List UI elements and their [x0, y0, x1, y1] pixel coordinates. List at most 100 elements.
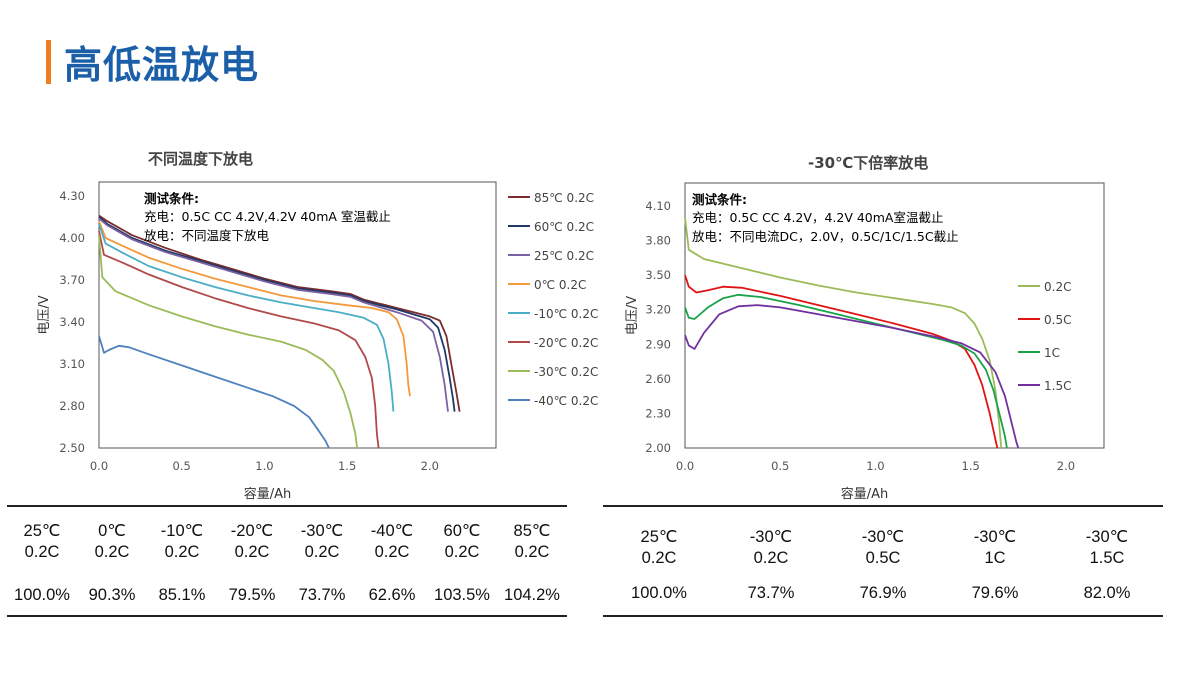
chart1-series-line [98, 230, 380, 449]
chart2-y-tick-label: 3.20 [645, 303, 671, 317]
table1-temp-cell: -10℃ [160, 522, 204, 540]
table1-rate-cell: 0.2C [374, 543, 410, 561]
table1-temp-cell: 0℃ [98, 522, 126, 540]
chart1-x-axis-label: 容量/Ah [244, 486, 292, 502]
chart1-note-line: 充电：0.5C CC 4.2V,4.2V 40mA 室温截止 [144, 209, 391, 224]
chart1-series-line [98, 223, 395, 412]
chart2-x-tick-label: 0.5 [771, 459, 789, 473]
table2-value-cell: 73.7% [747, 584, 795, 602]
table2-temp-row: 25℃ -30℃ -30℃ -30℃ -30℃ [603, 527, 1163, 547]
chart2-note-title: 测试条件: [692, 192, 747, 207]
chart2-x-axis-label: 容量/Ah [841, 486, 889, 502]
chart2-note-line: 充电：0.5C CC 4.2V，4.2V 40mA室温截止 [692, 210, 943, 225]
chart2-x-tick-label: 0.0 [676, 459, 694, 473]
chart1-x-tick-label: 1.0 [255, 459, 273, 473]
chart1-title: 不同温度下放电 [148, 150, 254, 168]
table1-value-cell: 100.0% [14, 586, 70, 604]
chart1-y-tick-label: 4.00 [59, 231, 85, 245]
chart2-series-line [684, 217, 1003, 449]
chart2-series-line [684, 293, 1008, 449]
table1-rate-cell: 0.2C [514, 543, 550, 561]
table2-value-cell: 100.0% [631, 584, 687, 602]
chart1-legend-label: -30℃ 0.2C [534, 365, 598, 379]
chart1-series-line [98, 235, 358, 449]
table1-value-cell: 90.3% [88, 586, 136, 604]
table1-value-cell: 73.7% [298, 586, 346, 604]
chart2-y-tick-label: 2.60 [645, 372, 671, 386]
table1-value-cell: 62.6% [368, 586, 416, 604]
table2-temp-cell: -30℃ [973, 528, 1017, 546]
table2-value-cell: 82.0% [1083, 584, 1131, 602]
table2-temp-cell: -30℃ [749, 528, 793, 546]
chart2-title: -30℃下倍率放电 [808, 154, 929, 172]
table1-temp-cell: -40℃ [370, 522, 414, 540]
page-title: 高低温放电 [64, 43, 260, 87]
chart2-series-line [684, 304, 1020, 449]
chart2-note-line: 放电：不同电流DC，2.0V，0.5C/1C/1.5C截止 [692, 229, 959, 244]
table1-temp-cell: -20℃ [230, 522, 274, 540]
chart1-legend-label: 85℃ 0.2C [534, 191, 594, 205]
table1-rate-cell: 0.2C [24, 543, 60, 561]
table1-value-cell: 79.5% [228, 586, 276, 604]
chart1-series-line [98, 335, 330, 449]
chart1-legend-label: -40℃ 0.2C [534, 394, 598, 408]
chart2-legend-label: 1.5C [1044, 379, 1071, 393]
chart1-legend-label: 60℃ 0.2C [534, 220, 594, 234]
table2-value-cell: 79.6% [971, 584, 1019, 602]
table1-value-row: 100.0% 90.3% 85.1% 79.5% 73.7% 62.6% 103.5% 104… [7, 586, 567, 605]
table1-temp-cell: 85℃ [513, 522, 551, 540]
rate-capacity-table: 25℃ -30℃ -30℃ -30℃ -30℃ 0.2C 0.2C 0.5C 1C 1.5C 1… [603, 505, 1163, 617]
chart1-legend-label: 25℃ 0.2C [534, 249, 594, 263]
chart2-legend-label: 1C [1044, 346, 1060, 360]
table2-rate-cell: 1.5C [1089, 549, 1125, 567]
table1-value-cell: 104.2% [504, 586, 560, 604]
chart2-y-axis-label: 电压/V [625, 296, 640, 335]
temperature-capacity-table: 25℃ 0℃ -10℃ -20℃ -30℃ -40℃ 60℃ 85℃ 0.2C 0.2C 0.2C… [7, 505, 567, 617]
chart2-x-tick-label: 2.0 [1057, 459, 1075, 473]
table2-temp-cell: 25℃ [640, 528, 678, 546]
table1-rate-cell: 0.2C [304, 543, 340, 561]
chart1-y-tick-label: 4.30 [59, 189, 85, 203]
table2-rate-row: 0.2C 0.2C 0.5C 1C 1.5C [603, 549, 1163, 568]
table2-value-cell: 76.9% [859, 584, 907, 602]
chart2-y-tick-label: 4.10 [645, 199, 671, 213]
table1-rate-cell: 0.2C [234, 543, 270, 561]
table1-rate-row: 0.2C 0.2C 0.2C 0.2C 0.2C 0.2C 0.2C 0.2C [7, 543, 567, 562]
chart2-y-tick-label: 2.00 [645, 441, 671, 455]
chart2-plot-frame [684, 182, 1105, 449]
table2-value-row: 100.0% 73.7% 76.9% 79.6% 82.0% [603, 584, 1163, 603]
table1-temp-cell: -30℃ [300, 522, 344, 540]
chart1-legend-label: -20℃ 0.2C [534, 336, 598, 350]
chart2-y-tick-label: 2.90 [645, 337, 671, 351]
chart1-y-tick-label: 2.50 [59, 441, 85, 455]
chart1-y-tick-label: 2.80 [59, 399, 85, 413]
chart1-legend-label: 0℃ 0.2C [534, 278, 586, 292]
chart1-plot-frame [98, 181, 497, 449]
table2-rate-cell: 0.2C [641, 549, 677, 567]
chart1-note-title: 测试条件: [144, 191, 199, 206]
chart2-legend-label: 0.5C [1044, 313, 1071, 327]
chart2-legend-label: 0.2C [1044, 280, 1071, 294]
chart1-series-line [98, 220, 411, 397]
table1-rate-cell: 0.2C [164, 543, 200, 561]
table1-value-cell: 103.5% [434, 586, 490, 604]
table1-temp-row: 25℃ 0℃ -10℃ -20℃ -30℃ -40℃ 60℃ 85℃ [7, 521, 567, 541]
chart1-y-tick-label: 3.70 [59, 273, 85, 287]
table2-rate-cell: 0.2C [753, 549, 789, 567]
table1-rate-cell: 0.2C [444, 543, 480, 561]
chart1-series-line [98, 216, 456, 412]
chart2-y-tick-label: 3.50 [645, 268, 671, 282]
chart1-x-tick-label: 0.5 [173, 459, 191, 473]
table1-rate-cell: 0.2C [94, 543, 130, 561]
chart1-legend-label: -10℃ 0.2C [534, 307, 598, 321]
table2-rate-cell: 1C [984, 549, 1006, 567]
chart2-y-tick-label: 2.30 [645, 406, 671, 420]
chart1-note-line: 放电：不同温度下放电 [144, 228, 270, 243]
chart1-y-axis-label: 电压/V [37, 295, 52, 334]
table1-value-cell: 85.1% [158, 586, 206, 604]
chart1-x-tick-label: 2.0 [421, 459, 439, 473]
chart1-series-line [98, 214, 461, 412]
chart2-x-tick-label: 1.5 [962, 459, 980, 473]
chart1-y-tick-label: 3.10 [59, 357, 85, 371]
